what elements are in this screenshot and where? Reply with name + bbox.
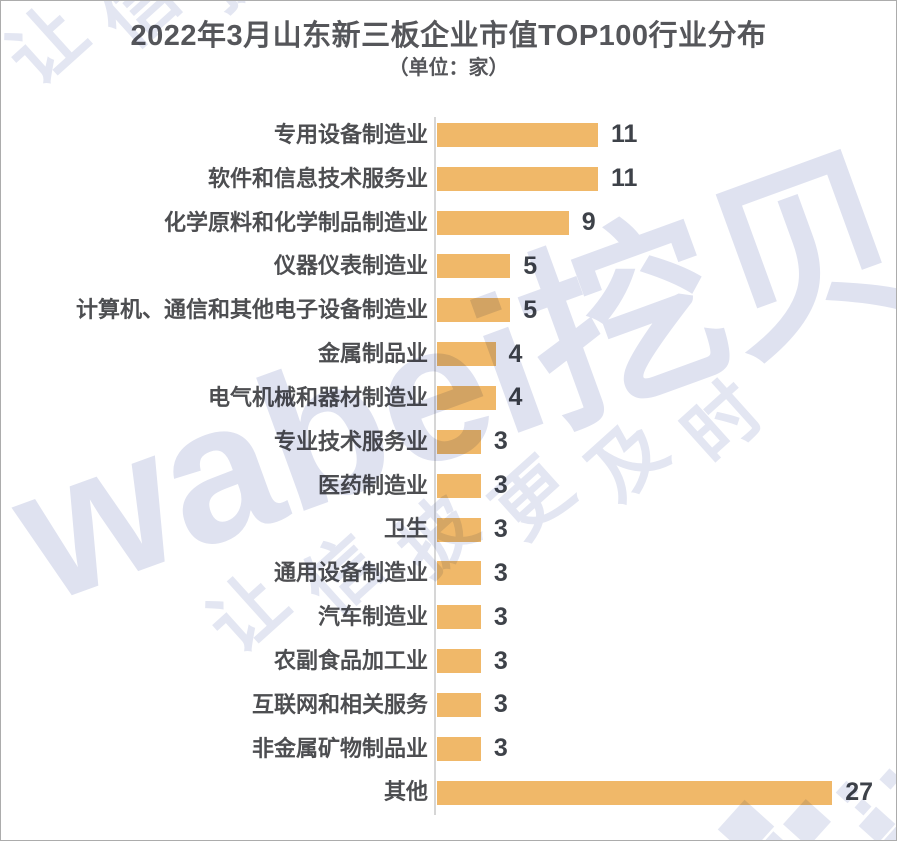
bar	[437, 298, 511, 323]
watermark-square	[881, 826, 896, 840]
bar	[437, 517, 481, 542]
category-label: 软件和信息技术服务业	[207, 165, 428, 191]
bar	[437, 210, 569, 235]
category-label: 农副食品加工业	[273, 647, 428, 673]
category-label: 互联网和相关服务	[251, 691, 428, 717]
category-label: 卫生	[383, 516, 428, 542]
value-label: 3	[493, 646, 508, 675]
value-label: 27	[845, 778, 874, 807]
chart-row: 化学原料和化学制品制造业 9	[1, 201, 896, 245]
bar	[437, 254, 511, 279]
value-label: 3	[493, 734, 508, 763]
bar	[437, 122, 599, 147]
chart-row: 仪器仪表制造业 5	[1, 245, 896, 289]
chart-row: 汽车制造业 3	[1, 595, 896, 639]
category-label: 非金属矿物制品业	[251, 735, 428, 761]
category-label: 电气机械和器材制造业	[207, 384, 428, 410]
category-label: 汽车制造业	[317, 604, 428, 630]
category-label: 医药制造业	[317, 472, 428, 498]
bar	[437, 385, 496, 410]
chart-title: 2022年3月山东新三板企业市值TOP100行业分布	[130, 20, 767, 52]
bar	[437, 561, 481, 586]
value-label: 5	[523, 251, 538, 280]
value-label: 3	[493, 427, 508, 456]
bar-chart: 专用设备制造业 11 软件和信息技术服务业 11 化学原料和化学制品制造业 9 仪器仪表制造…	[1, 113, 896, 815]
chart-row: 专用设备制造业 11	[1, 113, 896, 157]
chart-row: 通用设备制造业 3	[1, 551, 896, 595]
bar	[437, 649, 481, 674]
value-label: 3	[493, 471, 508, 500]
bar	[437, 166, 599, 191]
category-label: 化学原料和化学制品制造业	[163, 209, 428, 235]
bar	[437, 605, 481, 630]
chart-row: 互联网和相关服务 3	[1, 683, 896, 727]
chart-row: 计算机、通信和其他电子设备制造业 5	[1, 288, 896, 332]
bar	[437, 780, 833, 805]
bar	[437, 429, 481, 454]
category-label: 专业技术服务业	[273, 428, 428, 454]
value-label: 3	[493, 690, 508, 719]
value-label: 3	[493, 558, 508, 587]
chart-row: 电气机械和器材制造业 4	[1, 376, 896, 420]
chart-unit-label: （单位：家）	[388, 57, 509, 79]
category-label: 通用设备制造业	[273, 560, 428, 586]
value-label: 3	[493, 515, 508, 544]
y-axis-line	[434, 117, 436, 815]
chart-row: 专业技术服务业 3	[1, 420, 896, 464]
value-label: 11	[611, 164, 638, 193]
category-label: 仪器仪表制造业	[273, 253, 428, 279]
category-label: 专用设备制造业	[273, 121, 428, 147]
category-label: 金属制品业	[317, 341, 428, 367]
value-label: 9	[581, 208, 596, 237]
chart-row: 非金属矿物制品业 3	[1, 727, 896, 771]
category-label: 其他	[383, 779, 428, 805]
chart-row: 软件和信息技术服务业 11	[1, 157, 896, 201]
value-label: 3	[493, 602, 508, 631]
value-label: 5	[523, 295, 538, 324]
bar-rows: 专用设备制造业 11 软件和信息技术服务业 11 化学原料和化学制品制造业 9 仪器仪表制造…	[1, 113, 896, 815]
category-label: 计算机、通信和其他电子设备制造业	[75, 297, 428, 323]
bar	[437, 736, 481, 761]
value-label: 11	[611, 120, 638, 149]
chart-header: 2022年3月山东新三板企业市值TOP100行业分布 （单位：家）	[1, 19, 896, 81]
bar	[437, 692, 481, 717]
value-label: 4	[508, 339, 523, 368]
bar	[437, 473, 481, 498]
chart-row: 卫生 3	[1, 508, 896, 552]
chart-row: 其他 27	[1, 771, 896, 815]
value-label: 4	[508, 383, 523, 412]
bar	[437, 342, 496, 367]
chart-row: 医药制造业 3	[1, 464, 896, 508]
chart-row: 农副食品加工业 3	[1, 639, 896, 683]
watermark-square	[761, 831, 787, 840]
chart-row: 金属制品业 4	[1, 332, 896, 376]
